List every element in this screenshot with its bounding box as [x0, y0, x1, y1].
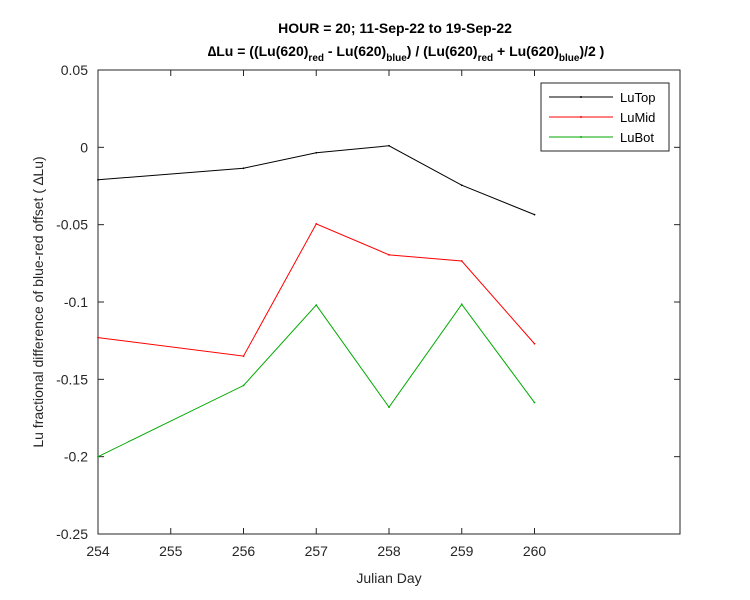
- y-tick-label: 0: [80, 139, 88, 155]
- x-tick-label: 259: [450, 543, 474, 559]
- data-point-lumid: [242, 355, 245, 358]
- data-point-lutop: [533, 213, 536, 216]
- x-tick-label: 260: [523, 543, 547, 559]
- y-tick-label: -0.1: [64, 294, 88, 310]
- formula-sub-4: blue: [559, 53, 580, 64]
- data-point-lutop: [388, 144, 390, 147]
- formula-part-2: - Lu(620): [324, 43, 386, 59]
- chart-subtitle-formula: ∆Lu = ((Lu(620)red - Lu(620)blue) / (Lu(…: [208, 43, 605, 64]
- x-tick-label: 258: [377, 543, 401, 559]
- series-line-lubot: [97, 303, 535, 458]
- data-point-lubot: [533, 401, 536, 404]
- data-point-lubot: [388, 406, 390, 409]
- series-line-lumid: [97, 223, 535, 357]
- legend-marker-lumid: [580, 116, 582, 118]
- x-tick-label: 255: [159, 543, 183, 559]
- x-tick-label: 257: [305, 543, 329, 559]
- legend-label-lumid: LuMid: [620, 110, 655, 125]
- legend-marker-lubot: [580, 136, 582, 138]
- formula-part-4: + Lu(620): [493, 43, 559, 59]
- data-point-lumid: [315, 222, 318, 225]
- y-tick-label: 0.05: [61, 62, 88, 78]
- formula-part-1: Lu = ((Lu(620): [216, 43, 308, 59]
- data-point-lumid: [97, 336, 99, 339]
- legend-label-lutop: LuTop: [620, 90, 655, 105]
- formula-part-5: )/2 ): [579, 43, 604, 59]
- data-point-lubot: [242, 384, 245, 387]
- delta-symbol: ∆: [208, 43, 217, 59]
- data-point-lutop: [315, 151, 318, 154]
- formula-part-3: ) / (Lu(620): [407, 43, 478, 59]
- x-tick-label: 256: [232, 543, 256, 559]
- data-point-lutop: [460, 184, 463, 187]
- data-point-lumid: [533, 342, 536, 345]
- data-point-lubot: [97, 455, 99, 458]
- legend-marker-lutop: [580, 96, 582, 98]
- y-tick-label: -0.15: [56, 371, 88, 387]
- legend: LuTop LuMid LuBot: [540, 82, 670, 152]
- formula-sub-1: red: [308, 53, 324, 64]
- formula-sub-2: blue: [386, 53, 407, 64]
- legend-label-lubot: LuBot: [620, 130, 654, 145]
- y-tick-label: -0.25: [56, 526, 88, 542]
- data-point-lumid: [460, 260, 463, 262]
- x-axis-label: Julian Day: [356, 570, 421, 586]
- x-tick-label: 254: [86, 543, 110, 559]
- series-lines: [97, 144, 536, 458]
- data-point-lutop: [242, 167, 245, 170]
- series-line-lutop: [97, 145, 535, 216]
- axis-ticks: 254 255 256 257 258 259 260 0.05 0 -0.05 -0.1 -0.15…: [56, 62, 680, 559]
- y-axis-label: Lu fractional difference of blue-red off…: [30, 156, 46, 447]
- y-tick-label: -0.05: [56, 217, 88, 233]
- data-point-lubot: [460, 303, 463, 306]
- formula-sub-3: red: [478, 53, 494, 64]
- data-point-lutop: [97, 178, 99, 181]
- y-tick-label: -0.2: [64, 449, 88, 465]
- data-point-lumid: [388, 253, 390, 256]
- chart-title: HOUR = 20; 11-Sep-22 to 19-Sep-22: [278, 20, 512, 36]
- data-point-lubot: [315, 304, 318, 306]
